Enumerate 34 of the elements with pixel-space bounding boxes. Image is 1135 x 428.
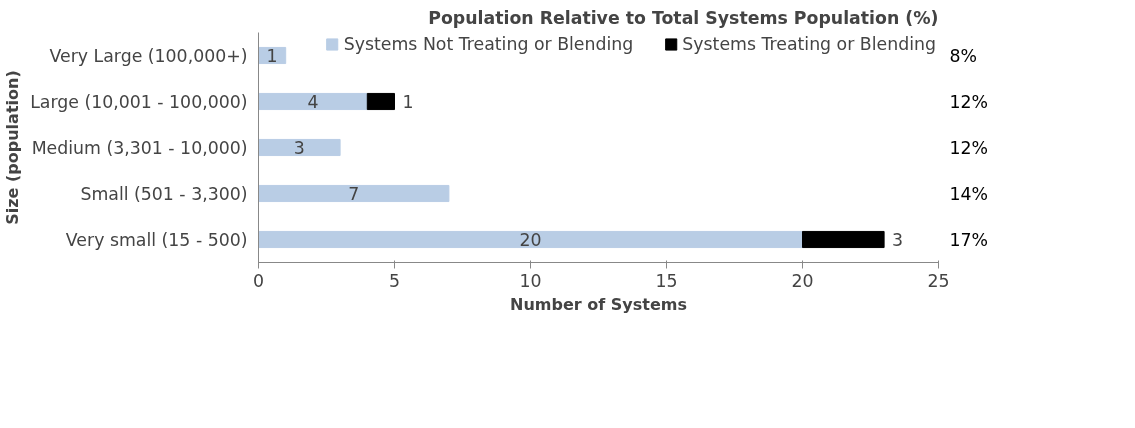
data-label: 1 (402, 92, 414, 112)
data-label: 3 (892, 230, 904, 250)
bar (258, 184, 450, 203)
y-tick-label: Small (501 - 3,300) (80, 183, 248, 204)
y-tick-label: Large (10,001 - 100,000) (30, 91, 248, 112)
x-tick-label: 10 (519, 270, 542, 291)
data-label: 7 (348, 184, 360, 204)
y-axis-title: Size (population) (3, 70, 23, 225)
x-tick-label: 20 (791, 270, 814, 291)
bar (366, 92, 395, 111)
bar (258, 92, 368, 111)
x-tick-label: 25 (927, 270, 950, 291)
x-tick-label: 0 (252, 270, 265, 291)
y-tick-label: Very small (15 - 500) (65, 229, 248, 250)
y-tick-label: Medium (3,301 - 10,000) (31, 137, 248, 158)
legend-label: Systems Treating or Blending (682, 34, 936, 54)
text: 8% (949, 45, 977, 66)
text: 12% (949, 137, 989, 158)
x-axis-title: Number of Systems (510, 294, 687, 314)
data-label: 4 (307, 92, 319, 112)
data-label: 1 (266, 46, 278, 66)
bar (802, 230, 885, 249)
bar (258, 230, 803, 249)
bar (258, 138, 341, 157)
legend-label: Systems Not Treating or Blending (343, 34, 634, 54)
x-tick-label: 15 (655, 270, 678, 291)
text: 14% (949, 183, 989, 204)
x-tick-label: 5 (388, 270, 401, 291)
text: Population Relative to Total Systems Population (%) (428, 7, 939, 28)
data-label: 20 (519, 230, 542, 250)
y-tick-label: Very Large (100,000+) (49, 45, 248, 66)
text: 17% (949, 229, 989, 250)
data-label: 3 (293, 138, 305, 158)
text: 12% (949, 91, 989, 112)
